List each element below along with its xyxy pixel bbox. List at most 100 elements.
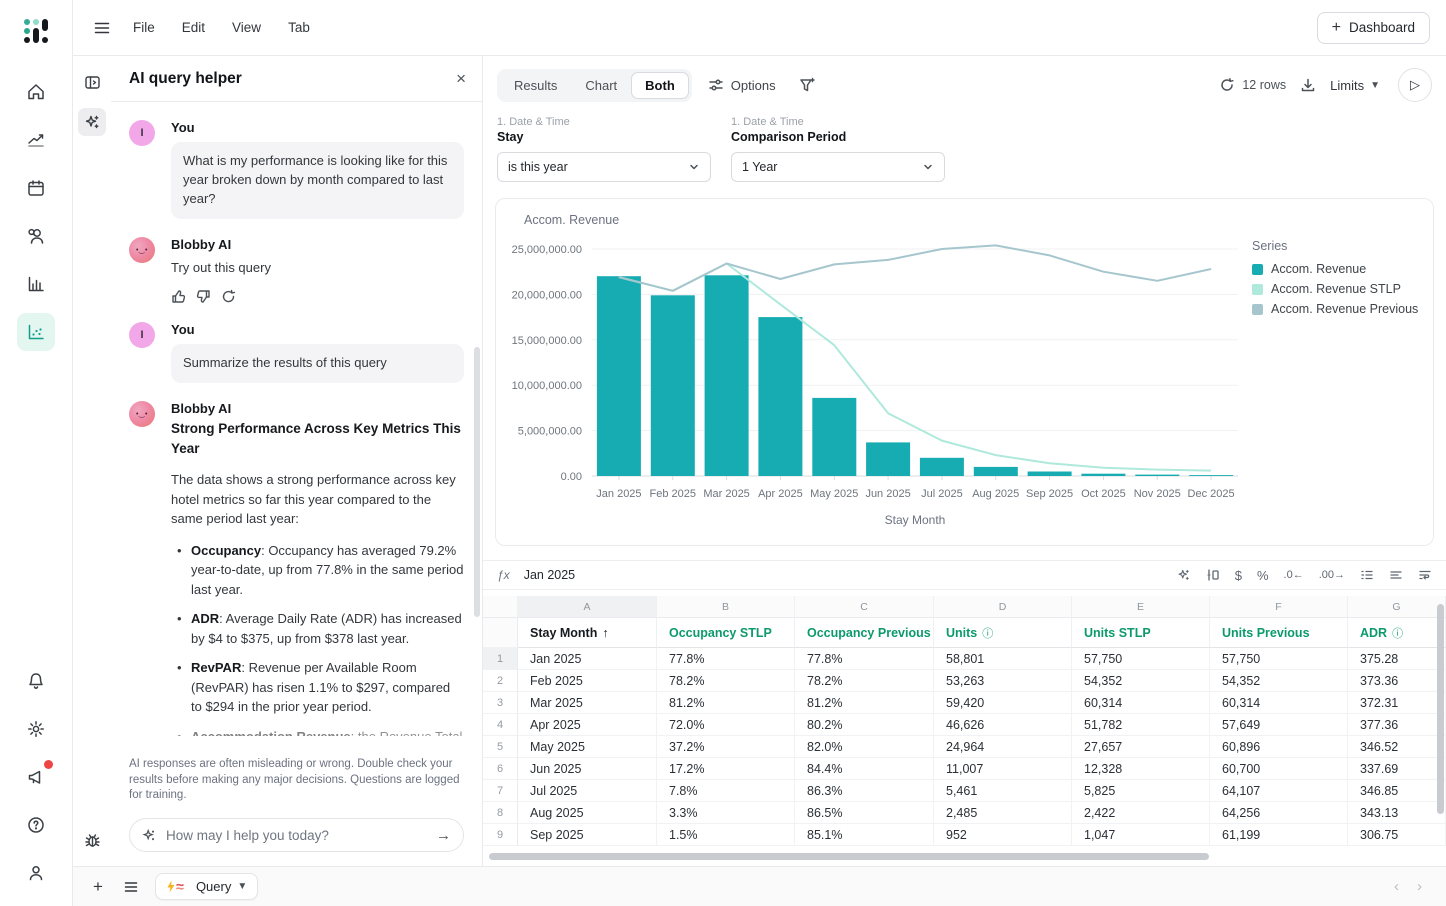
vertical-scrollbar[interactable] xyxy=(1437,604,1444,814)
table-cell[interactable]: 346.52 xyxy=(1348,736,1446,758)
menu-file[interactable]: File xyxy=(133,20,155,35)
table-cell[interactable]: 72.0% xyxy=(657,714,795,736)
table-cell[interactable]: 5,825 xyxy=(1072,780,1210,802)
notifications-button[interactable] xyxy=(17,662,55,700)
table-cell[interactable]: 2,485 xyxy=(934,802,1072,824)
sidebar-item-analytics[interactable] xyxy=(17,121,55,159)
sidebar-item-calendar[interactable] xyxy=(17,169,55,207)
table-cell[interactable]: 7.8% xyxy=(657,780,795,802)
tab-list-button[interactable] xyxy=(123,879,139,895)
table-cell[interactable]: 2,422 xyxy=(1072,802,1210,824)
regenerate-button[interactable] xyxy=(221,289,236,304)
new-tab-button[interactable]: + xyxy=(93,876,103,896)
thumbs-up-button[interactable] xyxy=(171,289,186,304)
table-cell[interactable]: 17.2% xyxy=(657,758,795,780)
table-cell[interactable]: 57,750 xyxy=(1210,648,1348,670)
table-cell[interactable]: 59,420 xyxy=(934,692,1072,714)
row-number[interactable]: 2 xyxy=(483,670,518,692)
table-cell[interactable]: 51,782 xyxy=(1072,714,1210,736)
column-letter-D[interactable]: D xyxy=(934,596,1072,618)
sidebar-item-reports[interactable] xyxy=(17,265,55,303)
close-panel-button[interactable]: × xyxy=(456,68,466,88)
table-cell[interactable]: 64,107 xyxy=(1210,780,1348,802)
table-cell[interactable]: 64,256 xyxy=(1210,802,1348,824)
column-letter-C[interactable]: C xyxy=(795,596,934,618)
table-cell[interactable]: 27,657 xyxy=(1072,736,1210,758)
legend-item-revenue-previous[interactable]: Accom. Revenue Previous xyxy=(1252,302,1418,316)
table-cell[interactable]: 952 xyxy=(934,824,1072,846)
main-menu-button[interactable] xyxy=(93,19,111,37)
column-header[interactable]: Occupancy STLP xyxy=(657,618,795,648)
table-cell[interactable]: Apr 2025 xyxy=(518,714,657,736)
table-cell[interactable]: 53,263 xyxy=(934,670,1072,692)
table-cell[interactable]: 306.75 xyxy=(1348,824,1446,846)
menu-view[interactable]: View xyxy=(232,20,262,35)
row-number[interactable]: 3 xyxy=(483,692,518,714)
limits-dropdown[interactable]: Limits ▼ xyxy=(1330,78,1380,93)
panel-toggle-button[interactable] xyxy=(78,68,106,96)
tab-both[interactable]: Both xyxy=(631,71,689,99)
add-dashboard-button[interactable]: + Dashboard xyxy=(1316,11,1430,44)
table-cell[interactable]: 86.5% xyxy=(795,802,934,824)
options-button[interactable]: Options xyxy=(708,77,776,93)
table-cell[interactable]: 58,801 xyxy=(934,648,1072,670)
row-number[interactable]: 9 xyxy=(483,824,518,846)
stay-select[interactable]: is this year xyxy=(497,152,711,182)
currency-format-icon[interactable]: $ xyxy=(1234,567,1242,583)
table-cell[interactable]: Feb 2025 xyxy=(518,670,657,692)
row-number[interactable]: 1 xyxy=(483,648,518,670)
table-cell[interactable]: 3.3% xyxy=(657,802,795,824)
column-header[interactable]: Units STLP xyxy=(1072,618,1210,648)
table-cell[interactable]: 57,649 xyxy=(1210,714,1348,736)
table-cell[interactable]: 1.5% xyxy=(657,824,795,846)
debug-button[interactable] xyxy=(78,826,106,854)
table-cell[interactable]: 375.28 xyxy=(1348,648,1446,670)
horizontal-scrollbar[interactable] xyxy=(489,853,1209,860)
table-cell[interactable]: 343.13 xyxy=(1348,802,1446,824)
table-cell[interactable]: Sep 2025 xyxy=(518,824,657,846)
table-cell[interactable]: 373.36 xyxy=(1348,670,1446,692)
download-button[interactable] xyxy=(1300,77,1316,93)
announcements-button[interactable] xyxy=(17,758,55,796)
wrap-text-icon[interactable] xyxy=(1418,568,1432,582)
table-cell[interactable]: 85.1% xyxy=(795,824,934,846)
row-number[interactable]: 6 xyxy=(483,758,518,780)
table-cell[interactable]: Jun 2025 xyxy=(518,758,657,780)
table-cell[interactable]: Jan 2025 xyxy=(518,648,657,670)
ai-helper-toggle-button[interactable] xyxy=(78,108,106,136)
numbered-list-icon[interactable] xyxy=(1360,568,1374,582)
table-cell[interactable]: 11,007 xyxy=(934,758,1072,780)
settings-button[interactable] xyxy=(17,710,55,748)
corner-cell[interactable] xyxy=(483,596,518,618)
table-cell[interactable]: 82.0% xyxy=(795,736,934,758)
table-cell[interactable]: 81.2% xyxy=(795,692,934,714)
table-cell[interactable]: May 2025 xyxy=(518,736,657,758)
column-letter-E[interactable]: E xyxy=(1072,596,1210,618)
account-button[interactable] xyxy=(17,854,55,892)
chat-input[interactable] xyxy=(166,827,427,843)
legend-item-revenue[interactable]: Accom. Revenue xyxy=(1252,262,1418,276)
send-button[interactable]: → xyxy=(436,826,451,844)
menu-tab[interactable]: Tab xyxy=(288,20,310,35)
column-header[interactable]: Occupancy Previous xyxy=(795,618,934,648)
column-letter-B[interactable]: B xyxy=(657,596,795,618)
table-cell[interactable]: 60,314 xyxy=(1072,692,1210,714)
column-letter-G[interactable]: G xyxy=(1348,596,1446,618)
table-cell[interactable]: 77.8% xyxy=(795,648,934,670)
table-cell[interactable]: 84.4% xyxy=(795,758,934,780)
table-cell[interactable]: 80.2% xyxy=(795,714,934,736)
table-cell[interactable]: 81.2% xyxy=(657,692,795,714)
table-cell[interactable]: 60,314 xyxy=(1210,692,1348,714)
row-number[interactable]: 4 xyxy=(483,714,518,736)
table-cell[interactable]: Jul 2025 xyxy=(518,780,657,802)
align-icon[interactable] xyxy=(1389,568,1403,582)
column-header[interactable]: ADR ⓘ xyxy=(1348,618,1446,648)
row-number[interactable]: 8 xyxy=(483,802,518,824)
table-cell[interactable]: 37.2% xyxy=(657,736,795,758)
column-header[interactable]: Units ⓘ xyxy=(934,618,1072,648)
column-letter-F[interactable]: F xyxy=(1210,596,1348,618)
table-cell[interactable]: 346.85 xyxy=(1348,780,1446,802)
column-header[interactable]: Units Previous xyxy=(1210,618,1348,648)
next-tab-button[interactable]: › xyxy=(1417,878,1422,895)
table-cell[interactable]: 86.3% xyxy=(795,780,934,802)
